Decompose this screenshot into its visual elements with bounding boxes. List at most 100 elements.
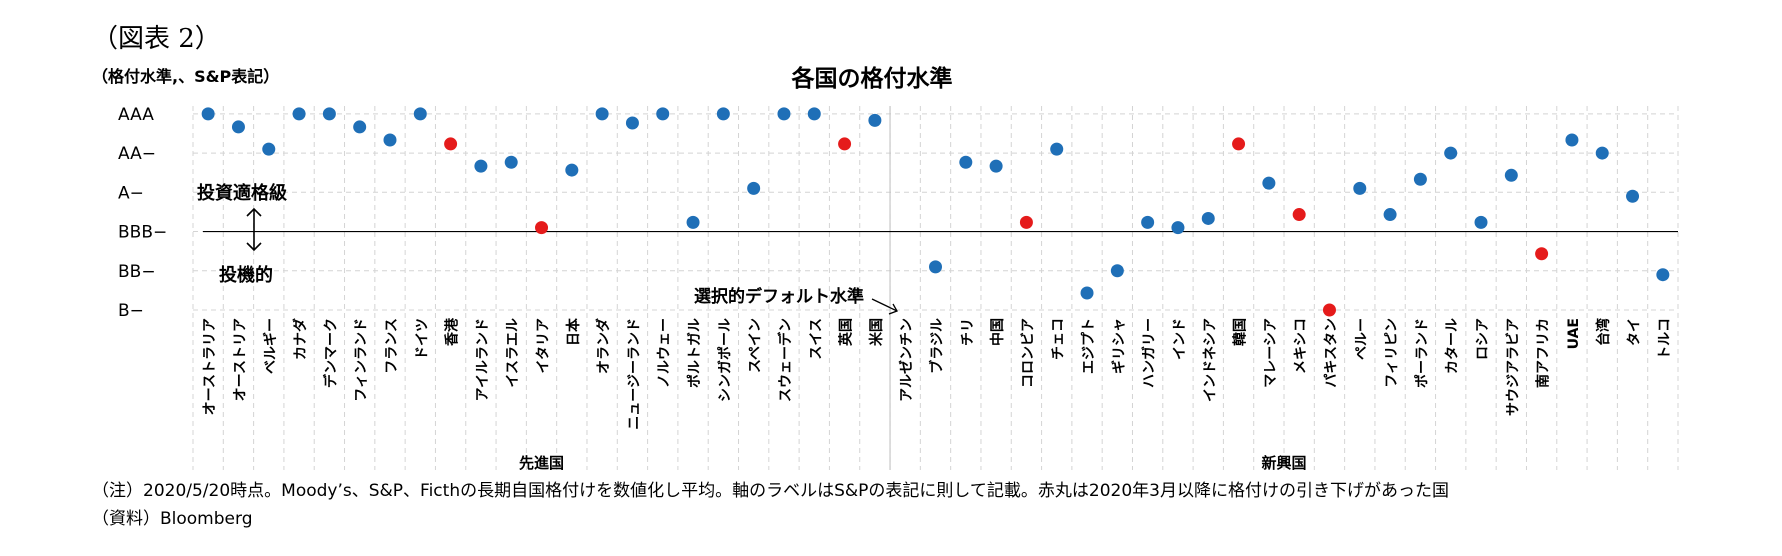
x-tick-label: インド: [1172, 318, 1188, 360]
figure-label: （図表 2）: [92, 24, 221, 54]
data-point: [716, 107, 730, 121]
data-point: [413, 107, 427, 121]
data-point: [1080, 286, 1094, 300]
x-tick-label: ドイツ: [414, 318, 430, 360]
data-point: [1595, 146, 1609, 160]
x-tick-label: 英国: [838, 318, 855, 347]
x-tick-label: メキシコ: [1293, 318, 1309, 374]
data-point: [656, 107, 670, 121]
x-tick-label: チェコ: [1051, 318, 1067, 360]
x-tick-label: スウェーデン: [777, 318, 794, 402]
x-tick-label: パキスタン: [1323, 318, 1339, 388]
data-point: [1504, 168, 1518, 182]
x-tick-label: シンガポール: [716, 318, 733, 402]
data-point: [1444, 146, 1458, 160]
selective-default-label: 選択的デフォルト水準: [694, 286, 864, 307]
data-point: [535, 221, 549, 235]
data-point: [1019, 215, 1033, 229]
data-point: [595, 107, 609, 121]
data-point: [868, 113, 882, 127]
data-points: [201, 107, 1670, 317]
rating-chart: 各国の格付水準 （格付水準,、S&P表記） AAAAA−A−BBB−BB−B− …: [92, 65, 1679, 470]
x-tick-label: フィンランド: [354, 318, 370, 402]
threshold-annotation: 投資適格級 投機的: [197, 182, 287, 286]
data-point: [1232, 137, 1246, 151]
data-point: [444, 137, 458, 151]
x-tick-label: コロンビア: [1020, 318, 1036, 388]
data-point: [1110, 264, 1124, 278]
x-tick-label: フランス: [384, 318, 400, 374]
default-annotation: 選択的デフォルト水準: [694, 286, 898, 315]
data-point: [1141, 215, 1155, 229]
data-point: [959, 155, 973, 169]
x-tick-label: ベルギー: [262, 318, 279, 374]
x-tick-labels: オーストラリア オーストリア ベルギー カナダ デンマーク フィンランド フランス ドイツ 香港…: [202, 317, 1673, 430]
x-tick-label: オランダ: [595, 318, 612, 374]
gridlines: [192, 106, 1679, 470]
data-point: [838, 137, 852, 151]
x-tick-label: イタリア: [536, 318, 552, 373]
x-tick-label: フィリピン: [1384, 318, 1400, 388]
y-tick-label: AA−: [118, 144, 156, 164]
x-tick-label: トルコ: [1657, 318, 1673, 360]
data-point: [292, 107, 306, 121]
data-point: [1050, 142, 1064, 156]
data-point: [1201, 211, 1215, 225]
x-tick-label: 南アフリカ: [1535, 318, 1552, 388]
chart-note: （注）2020/5/20時点。Moody’s、S&P、Ficthの長期自国格付け…: [92, 481, 1449, 501]
data-point: [929, 260, 942, 274]
x-tick-label: チリ: [960, 318, 976, 346]
x-tick-label: UAE: [1566, 318, 1582, 349]
data-point: [474, 159, 488, 173]
investment-grade-label: 投資適格級: [197, 182, 287, 204]
x-tick-label: ポルトガル: [686, 318, 703, 388]
x-tick-label: スイス: [808, 318, 824, 360]
x-tick-label: デンマーク: [322, 318, 339, 388]
x-tick-label: アルゼンチン: [898, 318, 915, 402]
x-tick-label: エジプト: [1081, 318, 1097, 374]
x-tick-label: 台湾: [1595, 318, 1612, 346]
x-tick-label: サウジアラビア: [1505, 318, 1521, 416]
data-point: [1535, 247, 1549, 261]
data-point: [1474, 215, 1488, 229]
x-tick-label: 香港: [444, 317, 461, 347]
speculative-label: 投機的: [219, 264, 273, 286]
data-point: [747, 181, 761, 195]
group-labels: 先進国 新興国: [519, 454, 1307, 470]
y-tick-label: A−: [118, 183, 144, 203]
x-tick-label: ポーランド: [1413, 318, 1430, 388]
data-point: [201, 107, 215, 121]
x-tick-label: インドネシア: [1202, 318, 1218, 402]
data-point: [807, 107, 821, 121]
y-tick-label: BBB−: [118, 223, 167, 243]
data-point: [686, 215, 700, 229]
x-tick-label: カタール: [1445, 318, 1461, 374]
x-tick-label: タイ: [1627, 318, 1643, 346]
x-tick-label: イスラエル: [505, 318, 521, 388]
x-tick-label: ギリシャ: [1110, 318, 1127, 374]
data-point: [383, 133, 397, 147]
group-label: 先進国: [519, 454, 564, 470]
group-label: 新興国: [1262, 454, 1307, 470]
x-tick-label: 韓国: [1232, 318, 1249, 346]
data-point: [1383, 208, 1397, 222]
data-point: [989, 159, 1003, 173]
double-arrow-icon: [246, 207, 262, 252]
data-point: [1626, 189, 1640, 203]
arrow-icon: [871, 298, 898, 315]
x-tick-label: 日本: [565, 317, 582, 346]
data-point: [1322, 303, 1336, 317]
y-tick-labels: AAA AA− A− BBB− BB− B−: [118, 105, 167, 321]
x-tick-label: 中国: [989, 318, 1006, 346]
data-point: [1292, 208, 1306, 222]
x-tick-label: 米国: [868, 318, 885, 346]
data-point: [565, 163, 579, 177]
x-tick-label: ノルウェー: [657, 318, 673, 388]
x-tick-label: ペルー: [1354, 318, 1370, 360]
y-axis-title: （格付水準,、S&P表記）: [92, 67, 279, 86]
x-tick-label: ロシア: [1475, 318, 1491, 360]
x-tick-label: オーストリア: [232, 318, 248, 401]
x-tick-label: スペイン: [748, 318, 764, 373]
x-tick-label: マレーシア: [1263, 318, 1279, 388]
y-tick-label: BB−: [118, 262, 156, 282]
